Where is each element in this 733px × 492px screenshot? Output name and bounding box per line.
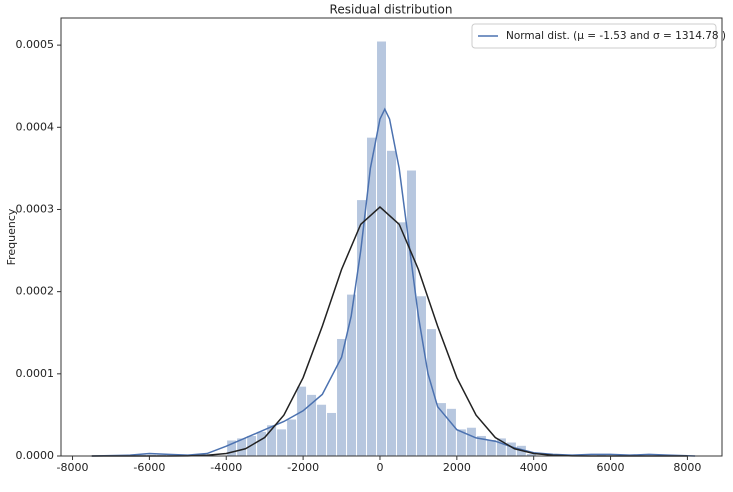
histogram-bar — [405, 169, 417, 457]
histogram-bar — [485, 439, 497, 457]
histogram-bar — [465, 426, 477, 457]
x-tick-label: -6000 — [133, 461, 165, 474]
histogram-bar — [326, 411, 338, 457]
histogram-bar — [286, 418, 298, 457]
plot-frame — [60, 17, 723, 457]
y-axis-label: Frequency — [5, 208, 18, 265]
x-tick-label: -8000 — [57, 461, 89, 474]
x-tick-label: 8000 — [673, 461, 701, 474]
y-tick-label: 0.0004 — [16, 120, 55, 133]
histogram-bar — [376, 40, 388, 457]
histogram-bar — [316, 403, 328, 457]
chart-title: Residual distribution — [330, 3, 453, 17]
histogram-bar — [256, 430, 268, 457]
histogram-bar — [395, 221, 407, 457]
legend-box — [471, 23, 717, 49]
x-tick-label: -2000 — [287, 461, 319, 474]
x-tick-label: 4000 — [520, 461, 548, 474]
histogram-bar — [276, 428, 288, 457]
x-tick-label: -4000 — [210, 461, 242, 474]
y-tick-label: 0.0001 — [16, 367, 55, 380]
histogram-bar — [425, 328, 437, 457]
x-tick-label: 0 — [376, 461, 383, 474]
y-tick-label: 0.0005 — [16, 38, 55, 51]
histogram-bar — [445, 407, 457, 457]
histogram-bar — [386, 149, 397, 457]
y-tick-label: 0.0003 — [16, 202, 55, 215]
x-tick-label: 2000 — [443, 461, 471, 474]
y-tick-label: 0.0000 — [16, 449, 55, 462]
x-tick-label: 6000 — [597, 461, 625, 474]
histogram-bar — [296, 385, 308, 457]
legend-label: Normal dist. (μ = -1.53 and σ = 1314.78 … — [506, 30, 726, 42]
histogram-bar — [346, 293, 358, 457]
legend: Normal dist. (μ = -1.53 and σ = 1314.78 … — [471, 23, 726, 49]
histogram-bar — [415, 295, 427, 457]
y-tick-label: 0.0002 — [16, 285, 55, 298]
